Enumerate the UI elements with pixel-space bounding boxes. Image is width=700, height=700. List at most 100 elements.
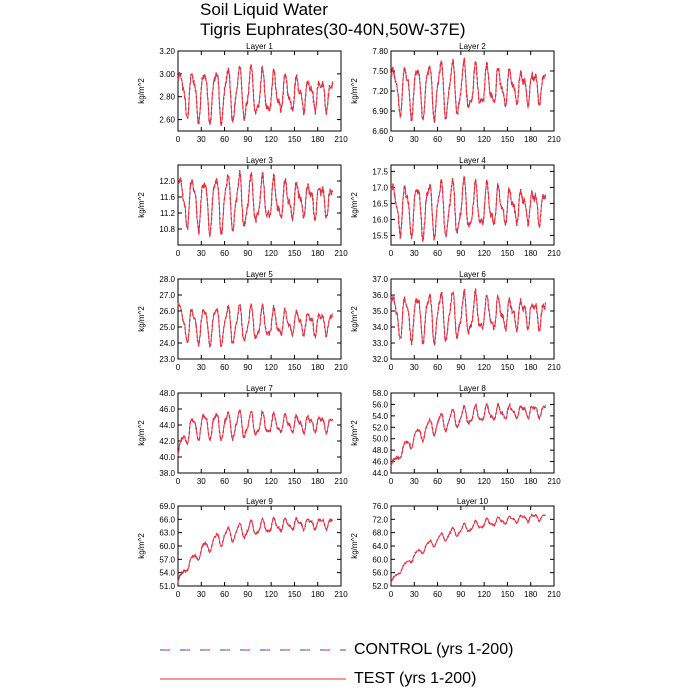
x-tick-label: 0 xyxy=(389,590,394,599)
figure-title-block: Soil Liquid Water Tigris Euphrates(30-40… xyxy=(200,0,466,40)
series-line-test xyxy=(390,57,546,123)
x-tick-label: 0 xyxy=(389,135,394,144)
y-tick-label: 60.0 xyxy=(159,542,175,551)
y-tick-label: 46.0 xyxy=(372,458,388,467)
plot-frame xyxy=(390,392,555,474)
panel-title: Layer 3 xyxy=(246,156,273,165)
x-tick-label: 30 xyxy=(197,363,206,372)
y-tick-label: 66.0 xyxy=(159,515,175,524)
y-tick-label: 2.60 xyxy=(159,116,175,125)
x-tick-label: 150 xyxy=(288,135,302,144)
y-tick-label: 16.5 xyxy=(372,199,388,208)
y-axis-label: kg/m^2 xyxy=(137,306,146,332)
y-axis-label: kg/m^2 xyxy=(350,533,359,559)
x-tick-label: 30 xyxy=(410,135,419,144)
x-tick-label: 180 xyxy=(311,590,325,599)
x-tick-label: 120 xyxy=(477,249,491,258)
x-tick-label: 30 xyxy=(197,590,206,599)
y-axis-label: kg/m^2 xyxy=(137,192,146,218)
legend-item-control: CONTROL (yrs 1-200) xyxy=(160,638,540,662)
x-tick-label: 90 xyxy=(243,135,252,144)
y-tick-label: 11.2 xyxy=(160,209,176,218)
x-tick-label: 90 xyxy=(456,363,465,372)
y-axis-label: kg/m^2 xyxy=(137,533,146,559)
y-axis-label: kg/m^2 xyxy=(137,78,146,104)
x-tick-label: 30 xyxy=(197,249,206,258)
x-tick-label: 150 xyxy=(288,590,302,599)
y-tick-label: 54.0 xyxy=(372,412,388,421)
panel-layer-6: Layer 6 kg/m^2 0 30 60 90 120 150 180 210 32.0 33.0… xyxy=(350,270,561,372)
x-tick-label: 150 xyxy=(501,590,515,599)
x-tick-label: 210 xyxy=(547,363,561,372)
plot-frame xyxy=(177,164,342,246)
panel-layer-1: Layer 1 kg/m^2 0 30 60 90 120 150 180 210 2.60 2.80… xyxy=(137,42,348,144)
panel-layer-3: Layer 3 kg/m^2 0 30 60 90 120 150 180 210 10.8 11.2… xyxy=(137,156,348,258)
x-tick-label: 210 xyxy=(334,249,348,258)
y-tick-label: 64.0 xyxy=(372,542,388,551)
y-tick-label: 7.50 xyxy=(372,67,388,76)
x-tick-label: 180 xyxy=(524,135,538,144)
figure-subtitle: Tigris Euphrates(30-40N,50W-37E) xyxy=(200,20,466,39)
x-tick-label: 90 xyxy=(456,590,465,599)
plot-frame xyxy=(177,392,342,474)
x-tick-label: 180 xyxy=(311,135,325,144)
y-tick-label: 51.0 xyxy=(159,582,175,591)
y-tick-label: 54.0 xyxy=(159,569,175,578)
plot-frame xyxy=(177,50,342,132)
x-tick-label: 120 xyxy=(264,477,278,486)
y-tick-label: 40.0 xyxy=(159,453,175,462)
x-tick-label: 210 xyxy=(334,363,348,372)
x-tick-label: 60 xyxy=(433,249,442,258)
x-tick-label: 90 xyxy=(456,135,465,144)
y-tick-label: 57.0 xyxy=(159,555,175,564)
x-tick-label: 150 xyxy=(288,363,302,372)
x-tick-label: 60 xyxy=(220,590,229,599)
y-tick-label: 48.0 xyxy=(372,446,388,455)
x-tick-label: 30 xyxy=(410,363,419,372)
y-tick-label: 69.0 xyxy=(159,502,175,511)
panel-title: Layer 10 xyxy=(457,497,489,506)
y-tick-label: 72.0 xyxy=(372,515,388,524)
y-tick-label: 52.0 xyxy=(372,582,388,591)
y-tick-label: 25.0 xyxy=(159,323,175,332)
y-tick-label: 44.0 xyxy=(372,469,388,478)
y-axis-label: kg/m^2 xyxy=(350,420,359,446)
x-tick-label: 120 xyxy=(477,477,491,486)
y-tick-label: 15.5 xyxy=(372,231,388,240)
x-tick-label: 30 xyxy=(410,477,419,486)
plot-frame xyxy=(390,164,555,246)
x-tick-label: 60 xyxy=(220,249,229,258)
y-tick-label: 16.0 xyxy=(372,215,388,224)
x-tick-label: 180 xyxy=(311,477,325,486)
legend-label-control: CONTROL (yrs 1-200) xyxy=(354,641,514,658)
y-tick-label: 48.0 xyxy=(159,389,175,398)
y-tick-label: 17.5 xyxy=(372,167,388,176)
plot-frame xyxy=(177,278,342,360)
y-tick-label: 56.0 xyxy=(372,400,388,409)
panel-layer-9: Layer 9 kg/m^2 0 30 60 90 120 150 180 210 51.0 54.0… xyxy=(137,497,348,599)
y-tick-label: 52.0 xyxy=(372,423,388,432)
y-tick-label: 6.60 xyxy=(372,127,388,136)
x-tick-label: 60 xyxy=(433,135,442,144)
x-tick-label: 90 xyxy=(456,477,465,486)
y-tick-label: 56.0 xyxy=(372,569,388,578)
x-tick-label: 210 xyxy=(334,135,348,144)
x-tick-label: 180 xyxy=(524,363,538,372)
x-tick-label: 180 xyxy=(524,477,538,486)
x-tick-label: 60 xyxy=(220,477,229,486)
x-tick-label: 60 xyxy=(433,590,442,599)
x-tick-label: 120 xyxy=(477,590,491,599)
series-line-test xyxy=(390,175,546,243)
series-line-test xyxy=(390,288,546,346)
x-tick-label: 120 xyxy=(264,135,278,144)
series-line-test xyxy=(177,302,333,349)
y-tick-label: 37.0 xyxy=(372,275,388,284)
panel-layer-4: Layer 4 kg/m^2 0 30 60 90 120 150 180 210 15.5 16.0… xyxy=(350,156,561,258)
y-tick-label: 33.0 xyxy=(372,339,388,348)
series-line-test xyxy=(390,513,546,584)
x-tick-label: 180 xyxy=(524,249,538,258)
y-tick-label: 76.0 xyxy=(372,502,388,511)
x-tick-label: 210 xyxy=(547,477,561,486)
y-tick-label: 63.0 xyxy=(159,529,175,538)
y-tick-label: 42.0 xyxy=(159,437,175,446)
